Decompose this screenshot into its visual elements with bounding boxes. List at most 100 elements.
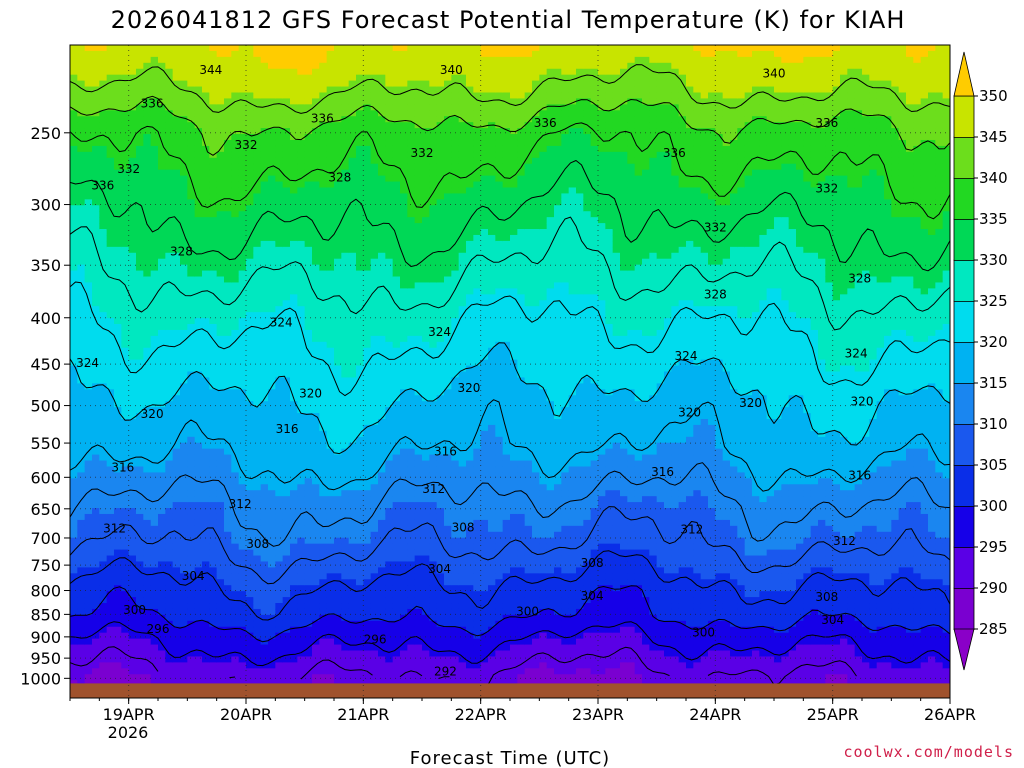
band-cell <box>260 383 269 390</box>
band-cell <box>231 513 240 521</box>
band-cell <box>392 460 401 468</box>
band-cell <box>121 318 130 325</box>
band-cell <box>348 312 357 319</box>
band-cell <box>334 264 342 272</box>
band-cell <box>77 668 86 675</box>
band-cell <box>334 359 342 367</box>
band-cell <box>246 591 254 598</box>
band-cell <box>334 537 342 545</box>
band-cell <box>370 401 379 408</box>
band-cell <box>304 116 313 123</box>
band-cell <box>216 597 225 604</box>
band-cell <box>341 217 350 224</box>
band-cell <box>143 128 152 135</box>
band-cell <box>77 104 86 111</box>
band-cell <box>136 288 144 295</box>
band-cell <box>290 199 298 206</box>
band-cell <box>312 246 320 254</box>
band-cell <box>99 424 108 432</box>
band-cell <box>143 359 152 367</box>
band-cell <box>378 608 386 616</box>
band-cell <box>231 252 240 260</box>
band-cell <box>348 585 357 592</box>
band-cell <box>378 597 386 604</box>
band-cell <box>253 300 262 307</box>
band-cell <box>187 502 196 509</box>
band-cell <box>92 163 100 171</box>
band-cell <box>312 442 320 450</box>
band-cell <box>121 110 130 117</box>
band-cell <box>70 246 78 254</box>
band-cell <box>392 448 401 456</box>
band-cell <box>77 650 86 658</box>
band-cell <box>260 234 269 242</box>
band-cell <box>92 50 100 58</box>
band-cell <box>216 454 225 462</box>
band-cell <box>136 56 144 64</box>
band-cell <box>326 644 335 652</box>
band-cell <box>356 324 364 331</box>
band-cell <box>77 282 86 289</box>
band-cell <box>143 45 152 52</box>
band-cell <box>165 223 174 230</box>
band-cell <box>341 656 350 663</box>
band-cell <box>290 644 298 652</box>
band-cell <box>260 632 269 640</box>
band-cell <box>312 329 320 337</box>
band-cell <box>224 413 232 420</box>
band-cell <box>121 632 130 640</box>
band-cell <box>253 276 262 284</box>
band-cell <box>92 644 100 652</box>
band-cell <box>378 74 386 82</box>
band-cell <box>260 472 269 479</box>
band-cell <box>231 531 240 539</box>
band-cell <box>172 128 181 135</box>
band-cell <box>378 490 386 497</box>
band-cell <box>121 567 130 574</box>
band-cell <box>253 205 262 212</box>
band-cell <box>194 324 203 331</box>
band-cell <box>260 662 269 669</box>
band-cell <box>312 383 320 390</box>
band-cell <box>172 193 181 200</box>
band-cell <box>172 104 181 111</box>
band-cell <box>238 383 247 390</box>
band-cell <box>202 555 210 563</box>
band-cell <box>121 163 130 171</box>
band-cell <box>282 543 291 551</box>
band-cell <box>312 638 320 646</box>
band-cell <box>304 424 313 432</box>
band-cell <box>202 567 210 574</box>
band-cell <box>209 68 218 76</box>
band-cell <box>378 234 386 242</box>
band-cell <box>348 318 357 325</box>
band-cell <box>312 371 320 379</box>
band-cell <box>253 525 262 533</box>
band-cell <box>114 496 122 503</box>
band-cell <box>348 116 357 123</box>
band-cell <box>92 502 100 509</box>
band-cell <box>290 603 298 610</box>
band-cell <box>216 139 225 147</box>
band-cell <box>385 211 394 218</box>
band-cell <box>70 407 78 414</box>
band-cell <box>99 68 108 76</box>
band-cell <box>363 531 372 539</box>
band-cell <box>356 246 364 254</box>
band-cell <box>106 270 115 278</box>
band-cell <box>290 270 298 278</box>
band-cell <box>84 401 93 408</box>
band-cell <box>84 223 93 230</box>
band-cell <box>121 418 130 426</box>
band-cell <box>216 288 225 295</box>
band-cell <box>363 513 372 521</box>
band-cell <box>363 454 372 462</box>
band-cell <box>92 603 100 610</box>
band-cell <box>202 229 210 236</box>
band-cell <box>92 62 100 70</box>
band-cell <box>187 603 196 610</box>
band-cell <box>348 401 357 408</box>
band-cell <box>158 229 166 236</box>
band-cell <box>341 401 350 408</box>
band-cell <box>121 240 130 248</box>
